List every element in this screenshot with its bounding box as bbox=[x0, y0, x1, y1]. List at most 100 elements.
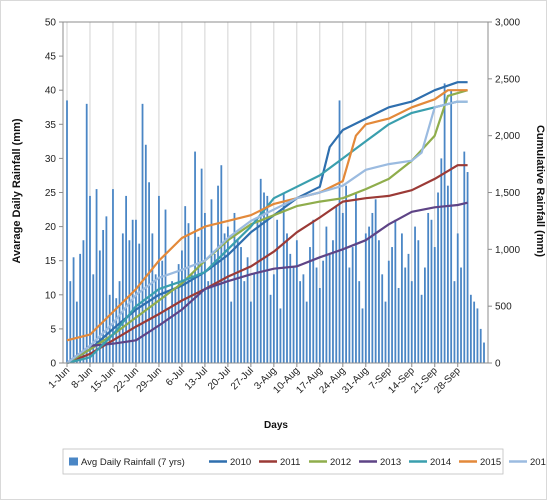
bar-day-89 bbox=[358, 281, 361, 363]
bar-day-64 bbox=[276, 219, 279, 363]
bar-day-34 bbox=[177, 264, 180, 363]
bar-day-95 bbox=[378, 240, 380, 363]
bar-day-103 bbox=[404, 267, 407, 363]
bar-day-75 bbox=[312, 219, 315, 363]
bar-day-62 bbox=[269, 294, 272, 363]
legend: Avg Daily Rainfall (7 yrs) 2010 2011 2012 20… bbox=[62, 448, 547, 475]
y-right-tick-label-3: 1,500 bbox=[495, 188, 520, 199]
legend-label-2010: 2010 bbox=[230, 457, 251, 468]
bar-day-66 bbox=[282, 192, 285, 363]
bar-day-99 bbox=[391, 247, 393, 363]
legend-label-2012: 2012 bbox=[330, 457, 351, 468]
legend-label-2011: 2011 bbox=[280, 457, 300, 468]
bar-day-125 bbox=[476, 308, 479, 363]
y-right-tick-label-5: 2,500 bbox=[495, 74, 520, 85]
bar-day-111 bbox=[430, 219, 433, 363]
bar-day-14 bbox=[112, 189, 114, 363]
bar-day-17 bbox=[121, 233, 124, 363]
bar-day-60 bbox=[263, 192, 265, 363]
y-left-tick-label-10: 50 bbox=[45, 18, 57, 29]
legend-label-2014: 2014 bbox=[430, 457, 451, 468]
bar-day-87 bbox=[351, 247, 354, 363]
bar-day-119 bbox=[456, 233, 459, 363]
bar-day-31 bbox=[167, 308, 170, 363]
bar-day-37 bbox=[187, 223, 190, 363]
y-right-tick-label-6: 3,000 bbox=[495, 18, 520, 29]
bar-day-123 bbox=[469, 294, 472, 363]
bar-day-10 bbox=[98, 250, 101, 363]
bar-day-104 bbox=[407, 253, 410, 363]
bar-day-68 bbox=[289, 253, 292, 363]
y-left-tick-label-9: 45 bbox=[45, 52, 57, 63]
bar-day-86 bbox=[348, 267, 351, 363]
y-left-tick-label-8: 40 bbox=[45, 86, 57, 97]
bar-day-63 bbox=[272, 274, 275, 363]
x-tick-label-4: 29-Jun bbox=[135, 365, 164, 394]
bar-day-61 bbox=[266, 195, 269, 363]
bar-day-122 bbox=[466, 172, 469, 363]
bar-day-92 bbox=[368, 226, 370, 363]
bar-day-90 bbox=[361, 308, 364, 363]
x-axis-title: Days bbox=[264, 420, 288, 431]
bar-day-4 bbox=[79, 253, 82, 363]
bar-day-56 bbox=[249, 301, 252, 363]
bar-day-58 bbox=[256, 219, 259, 363]
y-axis-left-title: Avarage Daily Rainfall (mm) bbox=[11, 118, 23, 263]
bar-day-91 bbox=[364, 233, 367, 363]
bar-day-40 bbox=[197, 236, 200, 363]
y-left-tick-label-0: 0 bbox=[50, 359, 56, 370]
bar-day-46 bbox=[217, 185, 219, 363]
bar-day-88 bbox=[355, 192, 357, 363]
bar-day-33 bbox=[174, 287, 177, 363]
bar-day-82 bbox=[335, 206, 338, 363]
bar-day-50 bbox=[230, 301, 233, 363]
bar-day-45 bbox=[213, 253, 216, 363]
series-line-2015 bbox=[66, 89, 468, 342]
bar-day-52 bbox=[236, 240, 239, 363]
x-tick-label-7: 20-Jul bbox=[206, 365, 233, 392]
legend-label-2015: 2015 bbox=[480, 457, 501, 468]
bar-day-127 bbox=[483, 342, 485, 363]
bar-day-3 bbox=[75, 301, 78, 363]
line-layer bbox=[66, 81, 468, 365]
bar-day-120 bbox=[460, 267, 462, 363]
bar-day-97 bbox=[384, 301, 387, 363]
series-line-2010 bbox=[66, 81, 468, 364]
bar-day-80 bbox=[328, 253, 331, 363]
bar-day-115 bbox=[443, 83, 446, 363]
bar-day-18 bbox=[125, 195, 127, 363]
series-line-2016 bbox=[66, 100, 468, 364]
legend-box bbox=[62, 448, 504, 475]
y-axis-right-title: Cumulative Rainfall (mm) bbox=[534, 125, 546, 257]
bar-day-106 bbox=[414, 226, 416, 363]
bar-day-51 bbox=[233, 212, 236, 363]
bar-day-110 bbox=[427, 212, 430, 363]
y-left-tick-label-5: 25 bbox=[45, 188, 57, 199]
bar-day-114 bbox=[440, 158, 443, 363]
bar-day-11 bbox=[102, 230, 105, 363]
bar-day-54 bbox=[243, 281, 246, 363]
bar-day-57 bbox=[253, 274, 256, 363]
bar-day-69 bbox=[292, 267, 295, 363]
bar-day-84 bbox=[341, 212, 344, 363]
y-left-tick-label-4: 20 bbox=[45, 222, 57, 233]
bar-day-124 bbox=[473, 301, 476, 363]
bar-day-24 bbox=[144, 144, 147, 363]
series-line-2013 bbox=[66, 201, 468, 364]
bar-day-73 bbox=[305, 301, 308, 363]
bar-day-67 bbox=[286, 233, 288, 363]
bar-day-21 bbox=[135, 219, 137, 363]
x-tick-label-6: 13-Jul bbox=[183, 365, 210, 392]
bar-day-116 bbox=[446, 185, 449, 363]
bar-day-105 bbox=[410, 281, 413, 363]
bar-day-117 bbox=[450, 90, 453, 363]
bar-day-79 bbox=[325, 226, 328, 363]
bar-day-112 bbox=[433, 247, 436, 363]
bar-day-43 bbox=[207, 281, 210, 363]
bar-day-113 bbox=[437, 192, 439, 363]
bar-day-107 bbox=[417, 240, 420, 363]
bar-day-77 bbox=[318, 287, 321, 363]
bar-day-78 bbox=[322, 260, 325, 363]
